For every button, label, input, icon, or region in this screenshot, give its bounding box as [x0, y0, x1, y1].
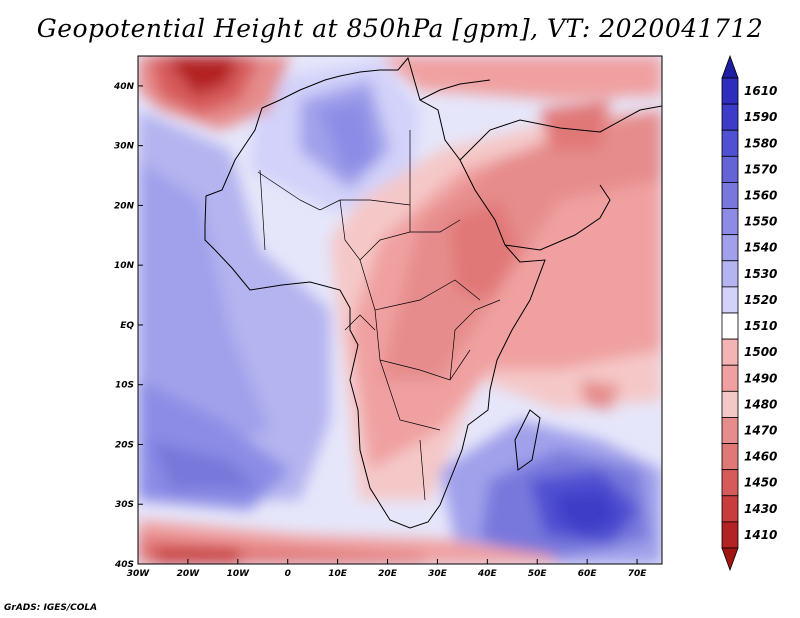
- colorbar-swatch: [721, 312, 739, 340]
- colorbar-swatch: [721, 155, 739, 183]
- lon-tick-label: 50E: [528, 569, 548, 579]
- colorbar-label: 1460: [744, 450, 777, 464]
- longitude-axis: 30W 20W 10W 0 10E 20E 30E 40E 50E 60E 70E: [127, 559, 647, 579]
- colorbar-swatch: [721, 234, 739, 262]
- lat-tick-label: EQ: [120, 321, 134, 331]
- chart-title: Geopotential Height at 850hPa [gpm], VT:…: [36, 14, 764, 43]
- grads-credit: GrADS: IGES/COLA: [4, 603, 98, 613]
- lon-tick-label: 30E: [428, 569, 448, 579]
- lon-tick-label: 10E: [328, 569, 348, 579]
- colorbar-label: 1530: [744, 267, 777, 281]
- colorbar-label: 1430: [744, 502, 777, 516]
- colorbar-label: 1490: [744, 371, 777, 385]
- colorbar-swatch: [721, 260, 739, 288]
- colorbar-swatch: [721, 417, 739, 444]
- lat-tick-label: 30N: [114, 142, 135, 152]
- lon-tick-label: 0: [285, 569, 291, 579]
- colorbar-swatch: [721, 182, 739, 209]
- lon-tick-label: 30W: [127, 569, 151, 579]
- plot-frame: [137, 55, 663, 565]
- colorbar-label: 1470: [744, 424, 777, 438]
- colorbar-swatch: [721, 208, 739, 236]
- colorbar-swatch: [721, 390, 739, 418]
- height-field: [138, 56, 662, 564]
- lat-tick-label: 10N: [114, 261, 135, 271]
- lat-tick-label: 40S: [114, 560, 134, 570]
- lat-tick-label: 20S: [115, 440, 134, 450]
- colorbar-swatch: [721, 521, 739, 549]
- colorbar-swatch: [721, 129, 739, 157]
- colorbar-swatch: [721, 103, 739, 131]
- colorbar-top-arrow: [721, 54, 739, 79]
- colorbar-legend: 1610 1590 1580 1570 1560 1550 1540 1530 1520 1510…: [721, 54, 777, 572]
- coastlines: [204, 56, 662, 529]
- colorbar-swatch: [721, 469, 739, 497]
- colorbar-label: 1580: [744, 136, 777, 150]
- lon-tick-label: 60E: [578, 569, 598, 579]
- lat-tick-label: 10S: [115, 381, 134, 391]
- country-borders: [257, 130, 501, 501]
- colorbar-swatch: [721, 338, 739, 366]
- latitude-axis: 40N 30N 20N 10N EQ 10S 20S 30S 40S: [113, 82, 143, 570]
- colorbar-label: 1500: [744, 345, 777, 359]
- lon-tick-label: 20W: [177, 569, 201, 579]
- colorbar-bottom-arrow: [721, 547, 739, 572]
- colorbar-swatch: [721, 77, 739, 105]
- colorbar-label: 1610: [744, 84, 777, 98]
- lon-tick-label: 40E: [477, 569, 498, 579]
- colorbar-label: 1480: [744, 397, 777, 411]
- colorbar-swatch: [721, 286, 739, 314]
- colorbar-label: 1510: [744, 319, 777, 333]
- colorbar-label: 1570: [744, 162, 777, 176]
- colorbar-label: 1550: [744, 215, 777, 229]
- colorbar-swatch: [721, 495, 739, 523]
- lon-tick-label: 70E: [628, 569, 648, 579]
- colorbar-swatch: [721, 443, 739, 471]
- lon-tick-label: 20E: [378, 569, 398, 579]
- lat-tick-label: 30S: [115, 500, 134, 510]
- colorbar-label: 1560: [744, 189, 777, 203]
- colorbar-label: 1410: [744, 528, 777, 542]
- colorbar-label: 1450: [744, 476, 777, 490]
- lon-tick-label: 10W: [227, 569, 251, 579]
- lat-tick-label: 20N: [114, 201, 135, 211]
- colorbar-label: 1590: [744, 110, 777, 124]
- colorbar-swatch: [721, 364, 739, 392]
- lat-tick-label: 40N: [113, 82, 135, 92]
- colorbar-label: 1540: [744, 241, 777, 255]
- colorbar-label: 1520: [744, 293, 777, 307]
